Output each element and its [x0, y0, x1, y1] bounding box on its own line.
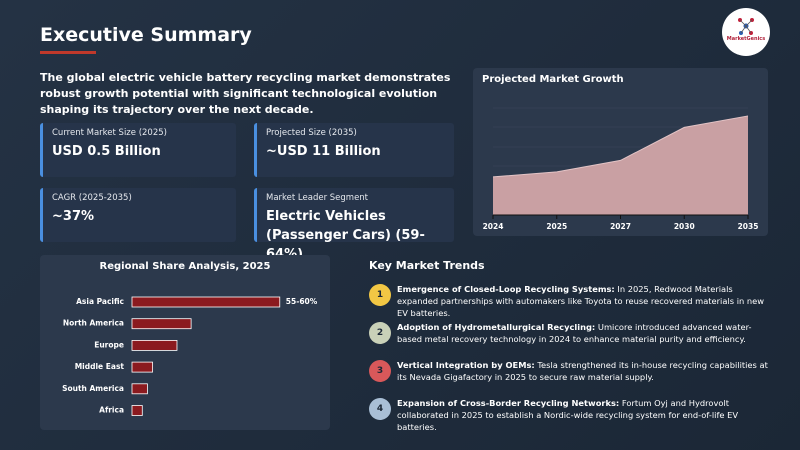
- x-tick-label: 2027: [610, 222, 631, 231]
- trend-number: 2: [369, 322, 391, 344]
- logo: [722, 8, 770, 56]
- trend-title: Adoption of Hydrometallurgical Recycling…: [397, 322, 596, 332]
- growth-chart: Projected Market Growth 2024 2025 2027 2030…: [473, 68, 768, 236]
- metric-label: Current Market Size (2025): [52, 128, 167, 138]
- metric-card: CAGR (2025-2035) ~37%: [40, 188, 236, 242]
- y-tick-label: Africa: [99, 406, 124, 415]
- trend-item: Adoption of Hydrometallurgical Recycling…: [397, 321, 769, 345]
- trend-item: Emergence of Closed-Loop Recycling Syste…: [397, 283, 769, 319]
- bar: [131, 361, 153, 373]
- metric-label: CAGR (2025-2035): [52, 193, 132, 203]
- logo-icon: [738, 18, 754, 35]
- trend-text: Umicore introduced advanced water-based …: [397, 322, 752, 344]
- trend-text: Fortum Oyj and Hydrovolt collaborated in…: [397, 398, 739, 432]
- y-tick-label: North America: [63, 319, 124, 328]
- bar: [131, 383, 148, 395]
- area: [493, 115, 748, 215]
- trend-number: 4: [369, 398, 391, 420]
- title-rule: [40, 51, 96, 54]
- metric-card: Market Leader Segment Electric Vehicles …: [254, 188, 454, 262]
- x-tick-label: 2024: [483, 222, 504, 231]
- value-label: 55-60%: [286, 297, 318, 306]
- trend-number: 1: [369, 284, 391, 306]
- metric-label: Projected Size (2035): [266, 128, 357, 138]
- trend-text: In 2025, Redwood Materials expanded part…: [397, 284, 765, 318]
- metric-value: ~37%: [52, 209, 95, 224]
- y-tick-label: South America: [62, 384, 124, 393]
- regional-chart: Regional Share Analysis, 2025 Asia Pacif…: [40, 255, 330, 430]
- trends-title: Key Market Trends: [369, 259, 485, 272]
- bar: [131, 318, 192, 330]
- bar: [131, 296, 281, 308]
- trend-title: Emergence of Closed-Loop Recycling Syste…: [397, 284, 615, 294]
- bar: [131, 405, 143, 416]
- metric-card: Current Market Size (2025) USD 0.5 Billi…: [40, 123, 236, 177]
- metric-value: USD 0.5 Billion: [52, 144, 161, 159]
- metric-card: Projected Size (2035) ~USD 11 Billion: [254, 123, 454, 177]
- y-tick-label: Europe: [94, 340, 124, 349]
- trend-item: Vertical Integration by OEMs: Tesla stre…: [397, 359, 769, 383]
- trend-text: Tesla strengthened its in-house recyclin…: [397, 360, 768, 382]
- trend-item: Expansion of Cross-Border Recycling Netw…: [397, 397, 769, 433]
- intro: The global electric vehicle battery recy…: [40, 71, 451, 116]
- y-tick-label: Asia Pacific: [76, 297, 124, 306]
- trend-title: Vertical Integration by OEMs:: [397, 360, 535, 370]
- x-tick-label: 2035: [738, 222, 759, 231]
- area-edge: [492, 115, 749, 178]
- bar: [131, 340, 178, 351]
- title: Executive Summary: [40, 24, 252, 46]
- trend-title: Expansion of Cross-Border Recycling Netw…: [397, 398, 620, 408]
- metric-label: Market Leader Segment: [266, 193, 369, 203]
- metric-value: ~USD 11 Billion: [266, 144, 381, 159]
- chart-title: Regional Share Analysis, 2025: [100, 261, 271, 272]
- x-tick-label: 2025: [546, 222, 567, 231]
- chart-title: Projected Market Growth: [482, 74, 624, 85]
- logo-text: MarketGenics: [726, 36, 766, 42]
- y-tick-label: Middle East: [75, 362, 125, 371]
- trend-number: 3: [369, 360, 391, 382]
- x-tick-label: 2030: [674, 222, 695, 231]
